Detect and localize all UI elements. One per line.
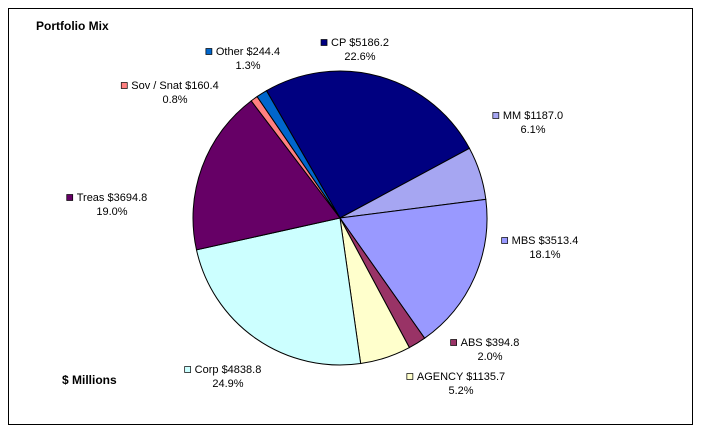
slice-label: CP $5186.2	[331, 37, 389, 49]
legend-swatch	[120, 82, 128, 89]
slice-value: $394.8	[486, 337, 520, 349]
slice-category: Treas	[77, 192, 105, 204]
legend-swatch	[406, 373, 414, 380]
slice-category: ABS	[461, 337, 483, 349]
slice-value: $160.4	[185, 80, 219, 92]
chart-title: Portfolio Mix	[36, 19, 109, 33]
slice-label: Treas $3694.8	[77, 192, 148, 204]
slice-percent: 6.1%	[520, 124, 545, 136]
slice-label: AGENCY $1135.7	[417, 371, 505, 383]
legend-swatch	[66, 194, 74, 201]
slice-label: Other $244.4	[216, 46, 280, 58]
legend-swatch	[320, 39, 328, 46]
slice-percent: 1.3%	[235, 60, 260, 72]
legend-swatch	[205, 48, 213, 55]
slice-value: $4838.8	[222, 364, 262, 376]
legend-swatch	[501, 237, 509, 244]
slice-percent: 18.1%	[529, 249, 560, 261]
pie-slice	[195, 217, 362, 366]
slice-value: $5186.2	[349, 37, 389, 49]
slice-percent: 24.9%	[212, 378, 243, 390]
slice-category: AGENCY	[417, 371, 464, 383]
slice-label: ABS $394.8	[461, 337, 520, 349]
chart-subtitle: $ Millions	[62, 373, 117, 387]
pie-slice	[192, 100, 341, 251]
slice-percent: 22.6%	[344, 51, 375, 63]
slice-label: Sov / Snat $160.4	[131, 80, 218, 92]
slice-category: MBS	[512, 235, 536, 247]
legend-swatch	[492, 112, 500, 119]
pie-slice	[256, 90, 341, 219]
slice-category: Other	[216, 46, 244, 58]
slice-value: $1187.0	[524, 110, 563, 122]
pie-slice	[339, 198, 488, 339]
slice-label: Corp $4838.8	[195, 364, 262, 376]
slice-percent: 2.0%	[477, 351, 502, 363]
legend-swatch	[450, 339, 457, 346]
slice-label: MBS $3513.4	[512, 235, 579, 247]
slice-value: $3694.8	[108, 192, 148, 204]
slice-category: CP	[331, 37, 346, 49]
slice-percent: 0.8%	[162, 94, 187, 106]
slice-category: MM	[503, 110, 521, 122]
pie-slice	[265, 70, 471, 219]
slice-value: $1135.7	[466, 371, 505, 383]
slice-category: Sov / Snat	[131, 80, 182, 92]
legend-swatch	[184, 366, 192, 373]
slice-category: Corp	[195, 364, 219, 376]
slice-value: $3513.4	[539, 235, 579, 247]
slice-value: $244.4	[246, 46, 280, 58]
slice-percent: 5.2%	[448, 385, 473, 397]
slice-percent: 19.0%	[96, 206, 127, 218]
slice-label: MM $1187.0	[503, 110, 563, 122]
